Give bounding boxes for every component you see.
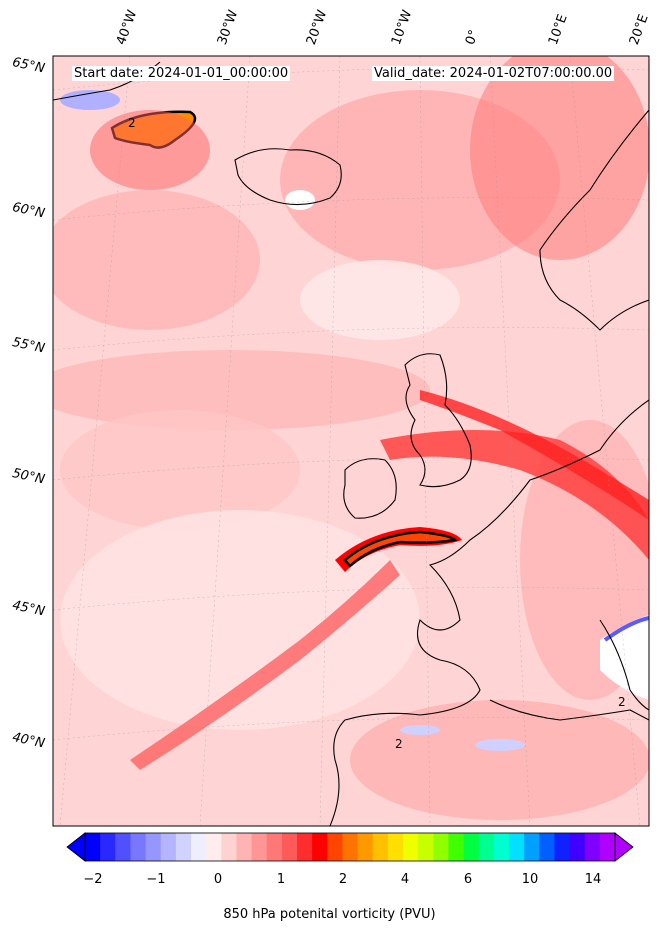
valid-date: Valid_date: 2024-01-02T07:00:00.00	[372, 66, 615, 81]
colorbar-segment	[433, 833, 449, 861]
colorbar-segment	[493, 833, 510, 861]
colorbar-segment	[100, 833, 116, 861]
colorbar-tick: 1	[276, 872, 286, 887]
colorbar-segment	[312, 833, 328, 861]
contour-label: 2	[618, 695, 626, 709]
colorbar-tick: 14	[584, 872, 602, 887]
colorbar-segment	[206, 833, 222, 861]
colorbar-segment	[175, 833, 192, 861]
colorbar-segment	[160, 833, 177, 861]
contour-label: 2	[395, 737, 403, 751]
colorbar-segment	[569, 833, 586, 861]
map-field	[53, 56, 649, 826]
colorbar-segment	[387, 833, 404, 861]
colorbar-segment	[584, 833, 601, 861]
colorbar-segment	[327, 833, 343, 861]
colorbar-label: 850 hPa potenital vorticity (PVU)	[223, 907, 436, 922]
colorbar-tick: −1	[146, 872, 166, 887]
colorbar-segment	[115, 833, 131, 861]
colorbar-segment	[281, 833, 298, 861]
contour-label: 2	[128, 116, 136, 130]
colorbar-segment	[221, 833, 237, 861]
colorbar-tick: −2	[83, 872, 103, 887]
colorbar-segment	[266, 833, 283, 861]
colorbar-tick: 4	[400, 872, 410, 887]
colorbar-segment	[297, 833, 313, 861]
colorbar-segment	[524, 833, 540, 861]
colorbar-extend-max	[614, 832, 634, 862]
colorbar-segment	[403, 833, 419, 861]
colorbar-segment	[236, 833, 253, 861]
colorbar-segment	[418, 833, 434, 861]
colorbar-segment	[85, 833, 101, 861]
colorbar-segment	[478, 833, 495, 861]
colorbar-segment	[357, 833, 374, 861]
colorbar-frame	[84, 832, 616, 862]
colorbar	[66, 832, 634, 862]
colorbar-segment	[509, 833, 525, 861]
colorbar-segment	[599, 833, 616, 861]
start-date: Start date: 2024-01-01_00:00:00	[72, 66, 291, 81]
colorbar-segment	[191, 833, 207, 861]
colorbar-segment	[448, 833, 465, 861]
colorbar-segment	[539, 833, 555, 861]
colorbar-segment	[554, 833, 571, 861]
coastlines	[53, 60, 649, 826]
colorbar-tick: 10	[521, 872, 539, 887]
colorbar-tick: 6	[463, 872, 473, 887]
colorbar-segment	[463, 833, 480, 861]
colorbar-segment	[130, 833, 147, 861]
colorbar-segment	[251, 833, 268, 861]
colorbar-tick: 0	[213, 872, 223, 887]
colorbar-segment	[145, 833, 162, 861]
colorbar-extend-min	[66, 832, 86, 862]
colorbar-segment	[342, 833, 359, 861]
colorbar-segment	[372, 833, 389, 861]
colorbar-tick: 2	[338, 872, 348, 887]
